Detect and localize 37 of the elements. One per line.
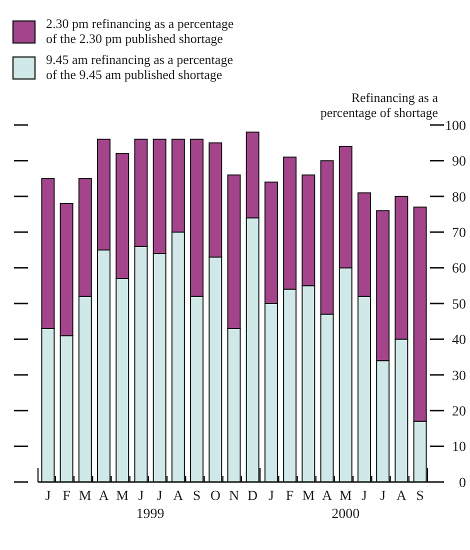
legend-label: 2.30 pm refinancing as a percentage of the 2.30 pm published shortage	[46, 16, 234, 46]
y-tick-label: 10	[452, 440, 466, 456]
x-tick-label: N	[228, 489, 240, 504]
y-tick-label: 40	[452, 333, 466, 348]
x-tick-label: F	[62, 489, 71, 504]
x-tick-label: S	[416, 489, 424, 504]
x-tick-label: J	[45, 489, 52, 504]
x-tick-label: F	[286, 489, 294, 504]
x-tick-label: S	[192, 489, 201, 504]
x-tick-label: J	[138, 489, 144, 504]
x-tick-label: A	[396, 489, 408, 504]
y-tick-label: 70	[452, 226, 466, 241]
y-tick-label: 90	[452, 154, 466, 170]
y-tick-label: 60	[452, 262, 466, 277]
x-tick-label: J	[380, 489, 386, 504]
y-tick-label: 100	[445, 118, 466, 134]
x-tick-label: O	[210, 489, 220, 504]
x-tick-label: M	[302, 489, 316, 504]
x-tick-label: J	[362, 489, 368, 504]
x-tick-label: M	[78, 489, 92, 504]
x-tick-label: M	[339, 489, 352, 504]
legend-label: 9.45 am refinancing as a percentage of the 9.45 am published shortage	[46, 52, 234, 82]
text: 2000	[332, 507, 360, 522]
y-tick-label: 20	[452, 404, 466, 420]
text: 1999	[136, 507, 164, 522]
x-tick-label: A	[173, 489, 184, 504]
x-tick-label: M	[116, 489, 130, 504]
y-tick-label: 80	[452, 190, 466, 206]
y-tick-label: 50	[452, 297, 466, 312]
x-tick-label: J	[268, 489, 274, 504]
y-tick-label: 0	[459, 476, 466, 491]
y-axis-title: Refinancing as a percentage of shortage	[320, 90, 438, 120]
x-tick-label: A	[322, 489, 333, 504]
x-tick-label: D	[248, 489, 258, 504]
x-tick-label: J	[156, 489, 163, 504]
y-tick-label: 30	[452, 368, 466, 384]
x-tick-label: A	[98, 489, 110, 504]
